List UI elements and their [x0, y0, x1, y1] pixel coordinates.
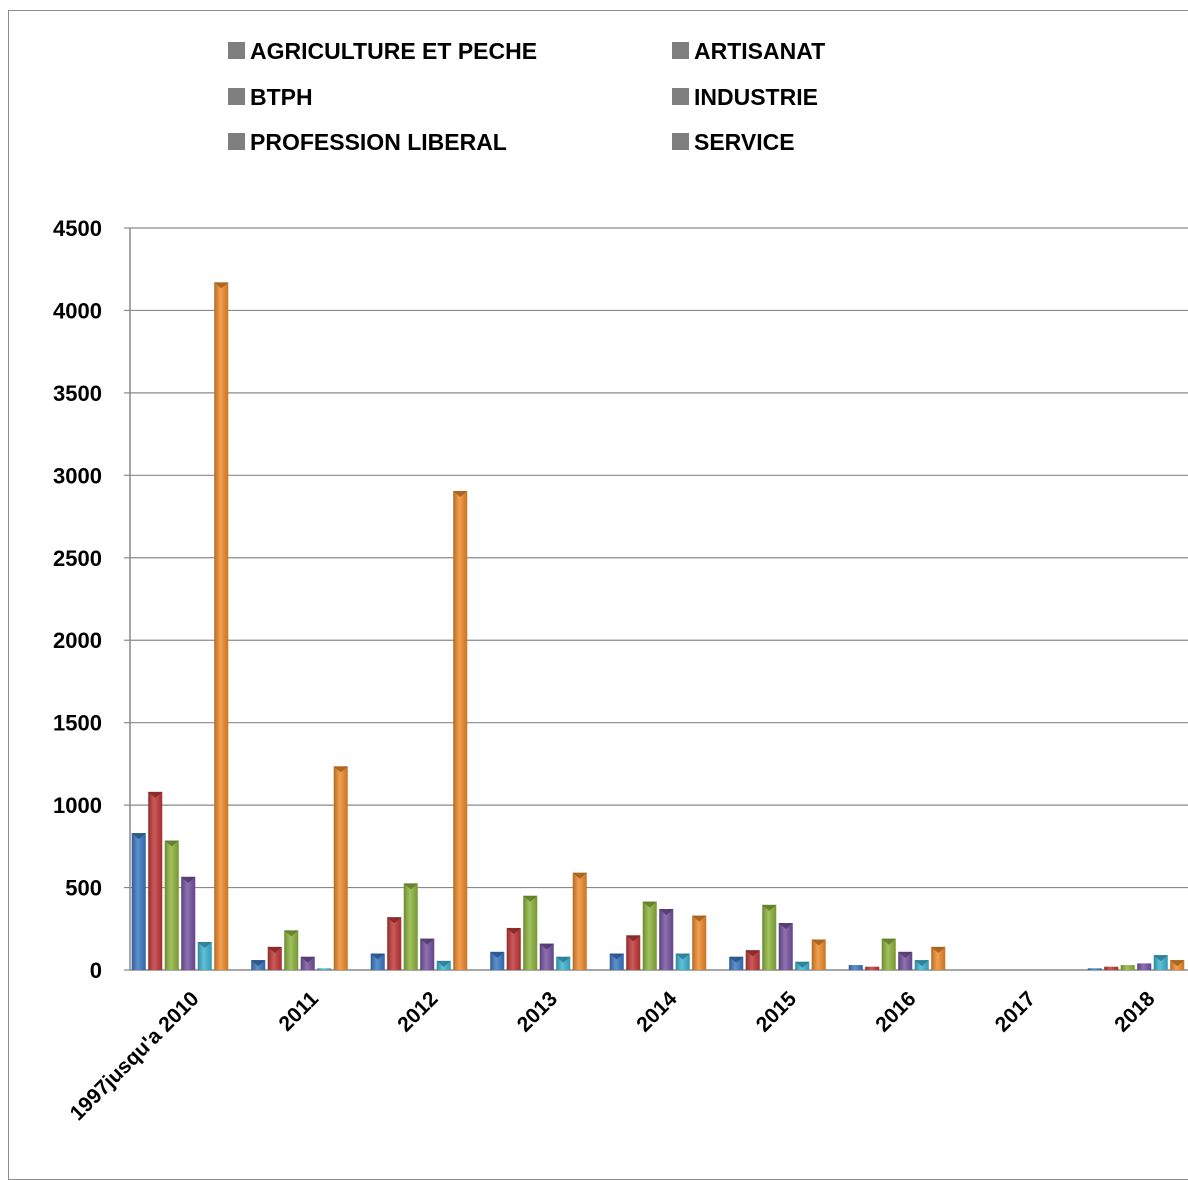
bar: [881, 938, 896, 970]
bar: [914, 960, 929, 970]
bar: [931, 946, 946, 970]
bar: [131, 833, 146, 970]
y-axis-tick-labels: 0 500 1000 1500 2000 2500 3000 3500 4000 4500: [53, 216, 102, 983]
bar: [403, 883, 418, 970]
bar: [692, 915, 707, 970]
bar: [181, 876, 196, 970]
bar: [1104, 966, 1119, 970]
y-tick-label: 1500: [53, 711, 102, 736]
legend-label: PROFESSION LIBERAL: [250, 129, 507, 155]
bar: [284, 930, 299, 970]
legend-swatch: [228, 42, 245, 59]
legend-swatch: [228, 88, 245, 105]
bar: [659, 908, 674, 970]
bar: [762, 904, 777, 970]
bar: [214, 282, 229, 970]
x-axis-category-labels: 1997jusqu'a 2010 2011 2012 2013 2014 2015 2016…: [66, 987, 1160, 1125]
bar: [539, 943, 554, 970]
x-category-label: 2012: [393, 987, 442, 1036]
legend-swatch: [672, 88, 689, 105]
bar: [164, 840, 179, 970]
legend: AGRICULTURE ET PECHE ARTISANAT BTPH INDUSTR…: [228, 38, 825, 155]
bar: [729, 956, 744, 970]
bars: [131, 282, 1185, 970]
y-tick-label: 4500: [53, 216, 102, 241]
legend-swatch: [672, 42, 689, 59]
bar: [1137, 963, 1152, 970]
legend-label: INDUSTRIE: [694, 84, 818, 110]
axes: [129, 228, 1188, 971]
y-tick-label: 0: [90, 958, 102, 983]
x-category-label: 2014: [632, 987, 682, 1037]
y-tick-label: 3500: [53, 381, 102, 406]
x-category-label: 2015: [752, 987, 802, 1037]
bar: [523, 895, 538, 970]
y-tick-label: 3000: [53, 463, 102, 488]
bar: [300, 956, 315, 970]
bar: [197, 941, 212, 970]
y-tick-label: 4000: [53, 298, 102, 323]
bar: [317, 968, 332, 970]
legend-label: SERVICE: [694, 129, 795, 155]
y-tick-label: 2500: [53, 546, 102, 571]
bar: [333, 766, 348, 970]
x-category-label: 1997jusqu'a 2010: [66, 987, 204, 1125]
bar: [1120, 965, 1135, 970]
bar: [251, 960, 266, 970]
bar: [436, 960, 451, 970]
bar: [453, 490, 468, 970]
bar: [572, 872, 587, 970]
bar: [420, 938, 435, 970]
legend-label: BTPH: [250, 84, 313, 110]
bar: [811, 939, 826, 970]
bar: [1087, 968, 1102, 970]
chart-frame: [8, 10, 1188, 1180]
x-category-label: 2017: [991, 987, 1040, 1036]
bar: [626, 935, 641, 970]
bar: [387, 917, 402, 970]
legend-label: ARTISANAT: [694, 38, 825, 64]
bar: [490, 951, 505, 970]
bar: [267, 946, 282, 970]
bar: [865, 966, 880, 970]
legend-swatch: [672, 133, 689, 150]
bar: [1153, 955, 1168, 970]
bar: [642, 901, 657, 970]
legend-swatch: [228, 133, 245, 150]
bar: [148, 791, 163, 970]
legend-label: AGRICULTURE ET PECHE: [250, 38, 537, 64]
bar: [795, 961, 810, 970]
bar: [506, 927, 521, 970]
y-tick-label: 500: [65, 876, 102, 901]
bar: [745, 950, 760, 970]
bar: [898, 951, 913, 970]
x-category-label: 2016: [871, 987, 920, 1036]
bar: [675, 953, 690, 970]
x-category-label: 2013: [513, 987, 562, 1036]
bar: [556, 956, 571, 970]
bar: [609, 953, 624, 970]
gridlines: [124, 227, 1188, 971]
x-category-label: 2011: [275, 987, 324, 1036]
bar: [778, 923, 793, 970]
x-category-label: 2018: [1110, 987, 1160, 1037]
y-tick-label: 1000: [53, 793, 102, 818]
bar: [1170, 960, 1185, 970]
bar: [848, 965, 863, 970]
y-tick-label: 2000: [53, 628, 102, 653]
bar: [370, 953, 385, 970]
